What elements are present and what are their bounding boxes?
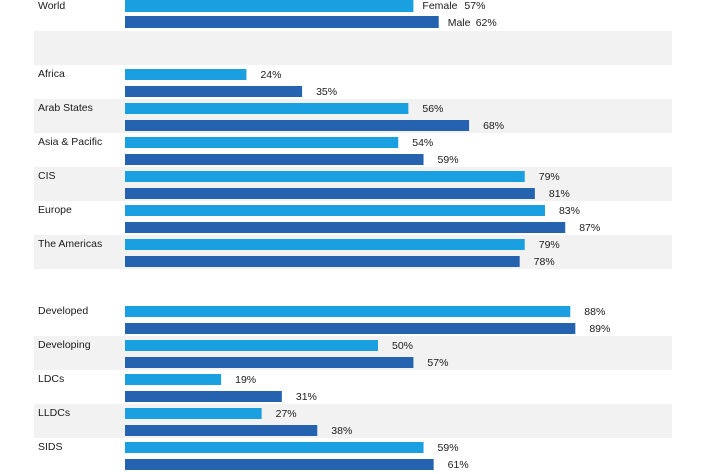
- bar-developing-male: [125, 357, 414, 368]
- bar-lldcs-female: [125, 408, 262, 419]
- bar-africa-female: [125, 69, 247, 80]
- category-label-sids: SIDS: [38, 441, 63, 453]
- value-label-asia-pacific-male: 59%: [438, 154, 459, 166]
- value-label-developing-male: 57%: [427, 357, 448, 369]
- bar-europe-male: [125, 222, 566, 233]
- legend-label-male: Male: [448, 17, 471, 29]
- category-label-arab-states: Arab States: [38, 102, 93, 114]
- value-label-developed-female: 88%: [584, 306, 605, 318]
- category-label-africa: Africa: [38, 68, 65, 80]
- category-label-lldcs: LLDCs: [38, 407, 70, 419]
- bar-asia-pacific-male: [125, 154, 424, 165]
- bar-cis-male: [125, 188, 535, 199]
- bar-world-male: [125, 16, 439, 28]
- bar-ldcs-male: [125, 391, 282, 402]
- value-label-ldcs-male: 31%: [296, 391, 317, 403]
- chart-marks: World Female 57% Male 62% Africa 24% 35% Arab St…: [38, 0, 610, 471]
- value-label-ldcs-female: 19%: [235, 374, 256, 386]
- value-label-sids-female: 59%: [438, 442, 459, 454]
- value-label-sids-male: 61%: [448, 459, 469, 471]
- value-label-africa-male: 35%: [316, 86, 337, 98]
- value-label-world-female: 57%: [464, 0, 485, 12]
- value-label-europe-female: 83%: [559, 205, 580, 217]
- bar-the-americas-female: [125, 239, 525, 250]
- category-label-the-americas: The Americas: [38, 238, 102, 250]
- bar-developed-female: [125, 306, 571, 317]
- bar-arab-states-female: [125, 103, 409, 114]
- value-label-the-americas-male: 78%: [534, 256, 555, 268]
- bar-developing-female: [125, 340, 378, 351]
- bar-arab-states-male: [125, 120, 470, 131]
- value-label-the-americas-female: 79%: [539, 239, 560, 251]
- bar-ldcs-female: [125, 374, 222, 385]
- value-label-cis-female: 79%: [539, 171, 560, 183]
- value-label-lldcs-male: 38%: [331, 425, 352, 437]
- legend-label-female: Female: [422, 0, 457, 12]
- category-label-ldcs: LDCs: [38, 373, 64, 385]
- value-label-arab-states-male: 68%: [483, 120, 504, 132]
- value-label-developed-male: 89%: [589, 323, 610, 335]
- value-label-arab-states-female: 56%: [422, 103, 443, 115]
- value-label-africa-female: 24%: [260, 69, 281, 81]
- category-label-world: World: [38, 0, 65, 12]
- value-label-lldcs-female: 27%: [276, 408, 297, 420]
- bar-the-americas-male: [125, 256, 520, 267]
- band-spacer: [34, 31, 672, 65]
- category-label-developed: Developed: [38, 305, 88, 317]
- category-label-asia-pacific: Asia & Pacific: [38, 136, 102, 148]
- bar-africa-male: [125, 86, 303, 97]
- value-label-europe-male: 87%: [579, 222, 600, 234]
- bar-asia-pacific-female: [125, 137, 399, 148]
- category-label-europe: Europe: [38, 204, 72, 216]
- value-label-asia-pacific-female: 54%: [412, 137, 433, 149]
- category-label-developing: Developing: [38, 339, 91, 351]
- value-label-world-male: 62%: [476, 17, 497, 29]
- bar-lldcs-male: [125, 425, 318, 436]
- bar-developed-male: [125, 323, 576, 334]
- bar-sids-female: [125, 442, 424, 453]
- category-label-cis: CIS: [38, 170, 56, 182]
- bar-cis-female: [125, 171, 525, 182]
- bar-sids-male: [125, 459, 434, 470]
- bar-europe-female: [125, 205, 545, 216]
- value-label-developing-female: 50%: [392, 340, 413, 352]
- value-label-cis-male: 81%: [549, 188, 570, 200]
- bar-world-female: [125, 0, 414, 12]
